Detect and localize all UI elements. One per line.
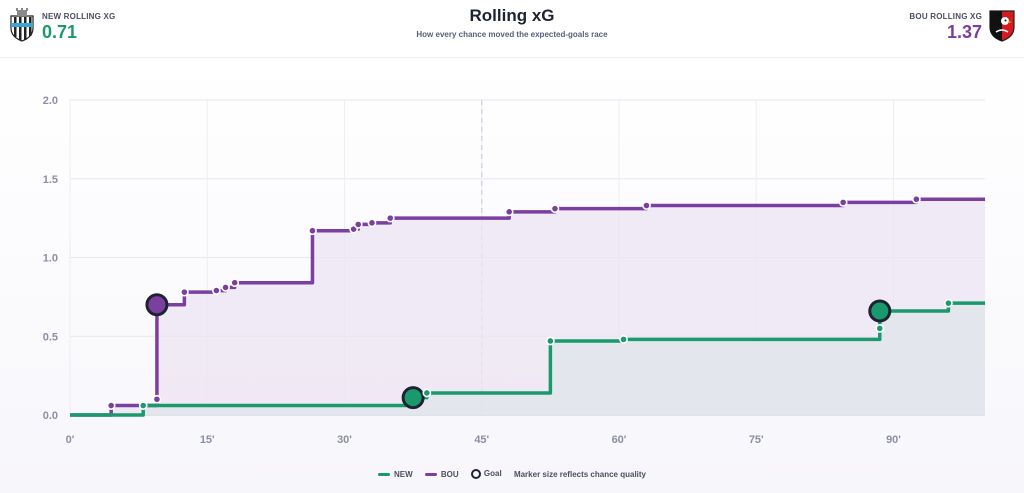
area-new <box>70 303 985 415</box>
title-block: Rolling xG How every chance moved the ex… <box>0 6 1024 39</box>
goal-marker <box>868 299 892 323</box>
chance-marker <box>642 201 651 210</box>
y-tick-label: 1.0 <box>43 253 58 265</box>
legend: NEW BOU Goal Marker size reflects chance… <box>0 469 1024 479</box>
x-tick-label: 0' <box>66 434 75 446</box>
chance-marker <box>152 394 162 404</box>
home-label: NEW ROLLING XG <box>42 12 116 21</box>
x-tick-label: 15' <box>200 434 215 446</box>
page-title: Rolling xG <box>469 6 555 25</box>
legend-away: BOU <box>424 469 459 479</box>
newcastle-crest-icon <box>10 8 34 42</box>
chance-marker <box>211 286 221 295</box>
y-tick-label: 0.5 <box>43 331 58 343</box>
chance-marker <box>944 298 953 308</box>
bournemouth-crest-icon <box>989 10 1015 42</box>
x-tick-label: 45' <box>474 434 489 446</box>
header: NEW ROLLING XG 0.71 Rolling xG How every… <box>0 0 1024 58</box>
x-tick-label: 60' <box>612 434 627 446</box>
chance-marker <box>875 323 885 333</box>
x-tick-label: 75' <box>749 434 764 446</box>
chance-marker <box>179 287 189 297</box>
y-tick-label: 1.5 <box>43 174 58 186</box>
chance-marker <box>838 197 848 207</box>
chance-marker <box>911 194 921 204</box>
series-markers <box>106 194 953 410</box>
away-label: BOU ROLLING XG <box>909 12 982 21</box>
series-areas <box>70 199 985 415</box>
legend-away-swatch <box>424 472 437 476</box>
x-tick-label: 30' <box>337 434 352 446</box>
chance-marker <box>619 334 628 344</box>
chance-marker <box>550 204 560 214</box>
legend-note: Marker size reflects chance quality <box>513 469 646 479</box>
chance-marker <box>422 388 432 398</box>
page-subtitle: How every chance moved the expected-goal… <box>416 30 608 39</box>
away-xg-value: 1.37 <box>946 22 982 42</box>
legend-home-label: NEW <box>394 469 413 479</box>
chance-marker <box>545 336 555 346</box>
chance-marker <box>353 220 363 229</box>
chance-marker <box>385 213 395 223</box>
chance-marker <box>308 226 317 236</box>
home-xg-value: 0.71 <box>42 22 78 42</box>
legend-goal: Goal <box>470 469 502 479</box>
legend-goal-label: Goal <box>483 469 502 479</box>
chance-marker <box>106 401 116 410</box>
chance-marker <box>221 283 230 292</box>
legend-home: NEW <box>378 470 413 479</box>
x-tick-label: 90' <box>886 434 901 446</box>
goal-ring-icon <box>470 469 481 479</box>
goal-marker <box>401 386 425 410</box>
legend-away-label: BOU <box>440 469 459 479</box>
chance-marker <box>504 207 514 217</box>
chance-marker <box>138 401 148 410</box>
chance-marker <box>230 278 240 288</box>
y-tick-label: 0.0 <box>43 410 58 422</box>
y-tick-label: 2.0 <box>43 95 58 107</box>
chance-marker <box>367 218 377 228</box>
goal-marker <box>145 293 169 317</box>
axis-ticks: 0.0 0.5 1.0 1.5 2.0 0' 15' 30' 45' 60' 75' 90' <box>43 95 902 446</box>
legend-home-swatch <box>378 472 390 476</box>
